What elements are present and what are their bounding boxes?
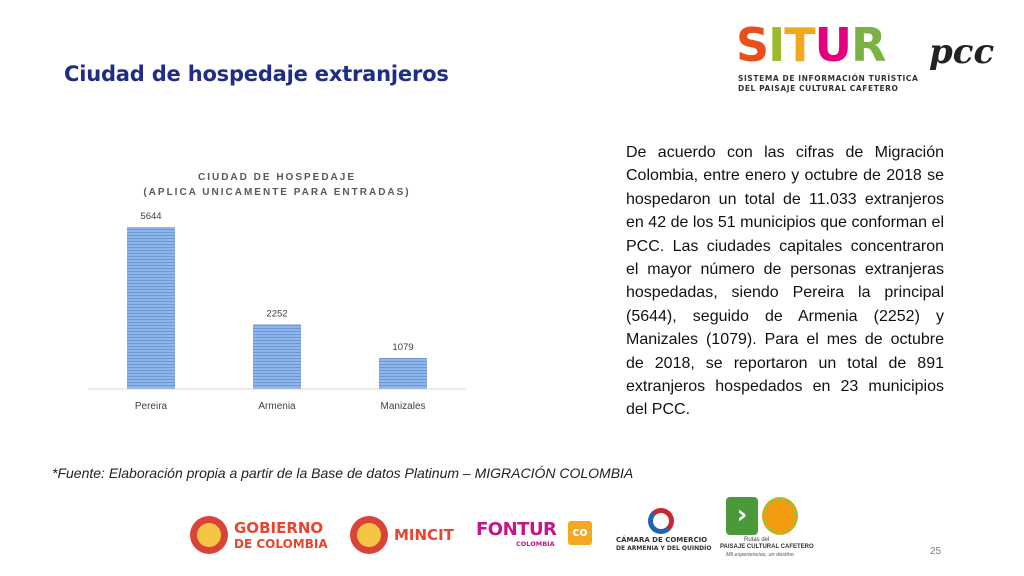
bar-chart: 5644 Pereira 2252 Armenia 1079 Manizales [88,211,466,412]
rutas-line2: PAISAJE CULTURAL CAFETERO [720,544,814,550]
situr-pcc-text: pcc [929,32,995,72]
camara-comercio-logo: CÁMARA DE COMERCIO DE ARMENIA Y DEL QUIN… [612,506,712,556]
rutas-line1: Rutas del [744,537,770,543]
fontur-logo: FONTUR COLOMBIA co [476,519,596,555]
mincit-logo: MINCIT [350,514,460,558]
fontur-text: FONTUR [476,519,557,540]
co-badge-icon: co [568,521,592,545]
coat-of-arms-icon [190,516,228,554]
coat-of-arms-icon [350,516,388,554]
situr-letter: T [784,18,815,72]
bar-armenia [253,324,301,389]
data-label-pereira: 5644 [140,211,161,222]
x-tick-label-pereira: Pereira [135,401,168,412]
situr-letter: U [814,18,852,72]
data-label-armenia: 2252 [266,308,287,319]
mincit-text: MINCIT [394,526,454,544]
description-paragraph: De acuerdo con las cifras de Migración C… [626,144,944,419]
x-tick-label-armenia: Armenia [258,401,296,412]
bar-pereira [127,227,175,389]
source-note: *Fuente: Elaboración propia a partir de … [52,465,634,481]
bar-manizales [379,358,427,389]
camara-line1: CÁMARA DE COMERCIO [616,536,708,544]
situr-letter: I [768,18,785,72]
page-number: 25 [930,546,942,557]
situr-logo: S I T U R pcc SISTEMA DE INFORMACIÓN TUR… [736,20,1001,98]
flower-icon [762,497,798,535]
slide-title: Ciudad de hospedaje extranjeros [64,62,449,86]
chart-title-line2: (APLICA UNICAMENTE PARA ENTRADAS) [143,187,411,198]
situr-subtitle-1: SISTEMA DE INFORMACIÓN TURÍSTICA [738,74,919,83]
camara-line2: DE ARMENIA Y DEL QUINDÍO [616,545,712,552]
gobierno-line1: GOBIERNO [234,519,324,537]
rutas-line3: Mil experiencias, un destino [726,552,794,558]
gobierno-line2: DE COLOMBIA [234,537,328,551]
arrow-icon: › [726,497,758,535]
rutas-pcc-logo: › Rutas del PAISAJE CULTURAL CAFETERO Mi… [720,495,814,563]
chart-title-line1: CIUDAD DE HOSPEDAJE [197,172,357,183]
camara-emblem-icon [648,508,674,534]
situr-letter: S [736,18,769,72]
fontur-subtitle: COLOMBIA [516,540,555,548]
data-label-manizales: 1079 [392,342,413,353]
x-tick-label-manizales: Manizales [380,401,425,412]
co-badge-text: co [572,525,588,539]
gobierno-colombia-logo: GOBIERNO DE COLOMBIA [190,514,335,558]
situr-letter: R [851,18,886,72]
situr-wordmark: S I T U R [736,18,886,72]
situr-subtitle-2: DEL PAISAJE CULTURAL CAFETERO [738,84,899,93]
